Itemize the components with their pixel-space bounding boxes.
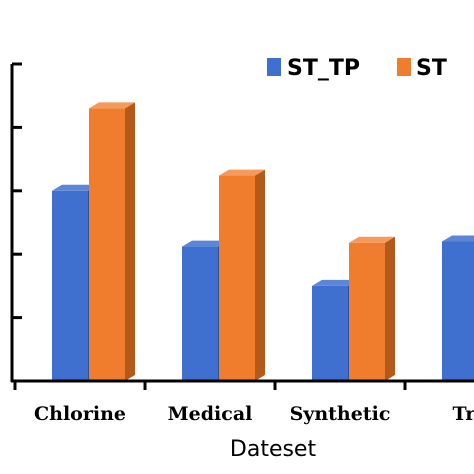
x-axis-title: Dateset [230,437,317,462]
x-tick-label-medical: Medical [168,403,253,425]
legend: ST_TP ST [267,56,447,81]
bar-front-chlorine-st-tp [52,190,88,381]
x-tick-labels: Chlorine Medical Synthetic Tra [34,403,474,425]
bar-front-chlorine-st [89,108,125,381]
legend-label-st: ST [416,56,447,81]
bar-medical-st [219,169,265,381]
legend-swatch-st-tp [267,58,281,76]
bar-front-synthetic-st-tp [312,285,348,381]
bar-top-medical-st-tp [182,240,228,247]
bar-front-medical-st [219,175,255,381]
bar-chlorine-st [89,102,135,381]
bar-front-medical-st-tp [182,246,218,381]
legend-swatch-st [397,58,411,76]
bar-side-chlorine-st [125,102,135,381]
bar-top-chlorine-st [89,102,135,109]
x-tick-label-tra: Tra [452,403,474,425]
x-tick-label-chlorine: Chlorine [34,403,126,425]
axes-group [10,62,474,390]
bar-top-tra-st-tp [442,235,474,242]
bars-group [52,102,474,381]
bar-side-synthetic-st [385,236,395,381]
bar-tra-st-tp [442,235,474,381]
bar-side-medical-st [255,169,265,381]
bar-front-synthetic-st [349,242,385,381]
bar-front-tra-st-tp [442,241,474,381]
bar-top-medical-st [219,169,265,176]
bar-top-chlorine-st-tp [52,184,98,191]
bar-synthetic-st [349,236,395,381]
x-tick-label-synthetic: Synthetic [290,403,391,425]
bar-top-synthetic-st [349,236,395,243]
legend-label-st-tp: ST_TP [287,56,360,81]
bar-top-synthetic-st-tp [312,279,358,286]
